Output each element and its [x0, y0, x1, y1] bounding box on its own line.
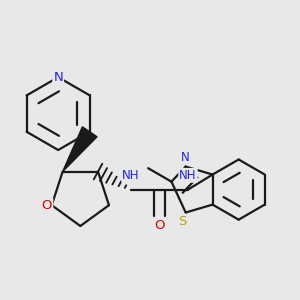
- Text: NH: NH: [179, 169, 197, 182]
- Polygon shape: [63, 127, 97, 172]
- Text: NH: NH: [122, 169, 140, 182]
- Text: N: N: [181, 151, 190, 164]
- Text: N: N: [53, 71, 63, 84]
- Text: O: O: [154, 220, 165, 232]
- Text: O: O: [42, 199, 52, 212]
- Text: S: S: [178, 215, 186, 228]
